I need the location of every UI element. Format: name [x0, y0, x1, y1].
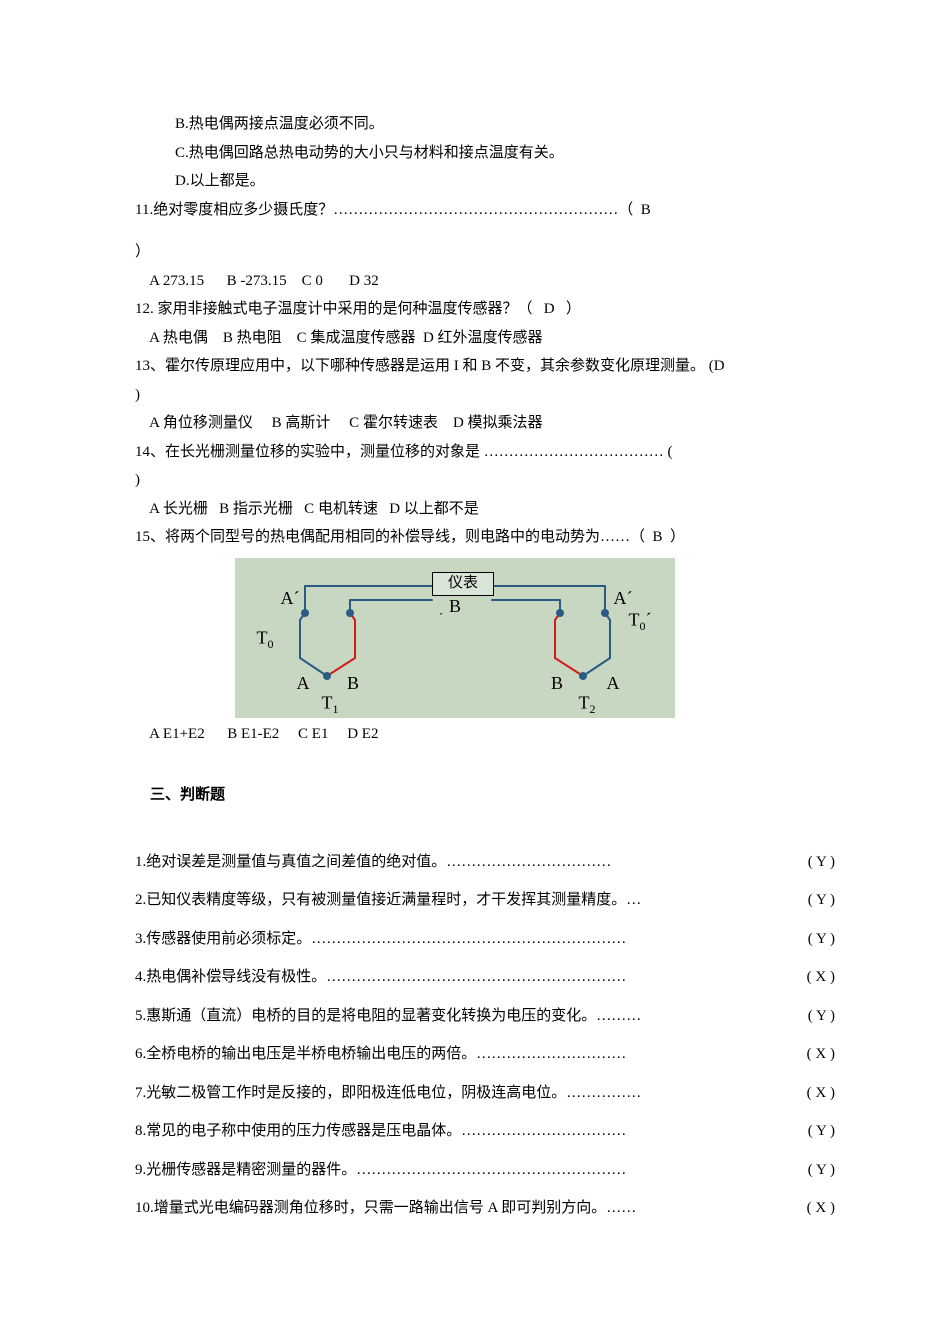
tf-dots: ……………………………………………………: [326, 963, 806, 992]
tf-row-2: 2.已知仪表精度等级，只有被测量值接近满量程时，才干发挥其测量精度。…( Y ): [135, 886, 835, 915]
tf-text: 7.光敏二极管工作时是反接的，即阳极连低电位，阴极连高电位。: [135, 1079, 566, 1108]
q13-stem: 13、霍尔传原理应用中，以下哪种传感器是运用 I 和 B 不变，其余参数变化原理…: [135, 352, 835, 381]
tf-row-5: 5.惠斯通（直流）电桥的目的是将电阻的显著变化转换为电压的变化。………( Y ): [135, 1002, 835, 1031]
tf-text: 10.增量式光电编码器测角位移时，只需一路输出信号 A 即可判别方向。: [135, 1194, 606, 1223]
diagram-label: ´: [439, 606, 444, 633]
tf-row-3: 3.传感器使用前必须标定。………………………………………………………( Y ): [135, 925, 835, 954]
tf-dots: ………: [596, 1002, 808, 1031]
tf-text: 2.已知仪表精度等级，只有被测量值接近满量程时，才干发挥其测量精度。: [135, 886, 626, 915]
tf-dots: …………………………: [476, 1040, 806, 1069]
tf-answer: ( Y ): [808, 886, 835, 915]
q15-options: A E1+E2 B E1-E2 C E1 D E2: [135, 720, 835, 749]
q14-stem: 14、在长光栅测量位移的实验中，测量位移的对象是 ……………………………… (: [135, 438, 835, 467]
tf-dots: ……: [606, 1194, 806, 1223]
q13-stem-tail: ): [135, 381, 835, 410]
tf-text: 5.惠斯通（直流）电桥的目的是将电阻的显著变化转换为电压的变化。: [135, 1002, 596, 1031]
q12-stem: 12. 家用非接触式电子温度计中采用的是何种温度传感器？（ D ）: [135, 295, 835, 324]
tf-answer: ( X ): [807, 1079, 835, 1108]
circuit-node: [556, 609, 564, 617]
meter-box: 仪表: [432, 572, 494, 596]
q15-stem: 15、将两个同型号的热电偶配用相同的补偿导线，则电路中的电动势为……（ B ）: [135, 523, 835, 552]
q11-options: A 273.15 B -273.15 C 0 D 32: [135, 267, 835, 296]
circuit-node: [301, 609, 309, 617]
true-false-block: 1.绝对误差是测量值与真值之间差值的绝对值。……………………………( Y )2.…: [135, 848, 835, 1223]
diagram-label: B: [449, 588, 461, 622]
tf-dots: ………………………………………………………: [311, 925, 808, 954]
q12-options: A 热电偶 B 热电阻 C 集成温度传感器 D 红外温度传感器: [135, 324, 835, 353]
q14-stem-tail: ): [135, 466, 835, 495]
q14-options: A 长光栅 B 指示光栅 C 电机转速 D 以上都不是: [135, 495, 835, 524]
tf-row-8: 8.常见的电子称中使用的压力传感器是压电晶体。……………………………( Y ): [135, 1117, 835, 1146]
exam-page: B.热电偶两接点温度必须不同。 C.热电偶回路总热电动势的大小只与材料和接点温度…: [0, 0, 950, 1344]
tf-row-1: 1.绝对误差是测量值与真值之间差值的绝对值。……………………………( Y ): [135, 848, 835, 877]
diagram-label: T2: [579, 685, 596, 720]
tf-text: 3.传感器使用前必须标定。: [135, 925, 311, 954]
tf-answer: ( X ): [807, 1194, 835, 1223]
q11-stem-tail: ）: [135, 238, 835, 267]
circuit-node: [323, 672, 331, 680]
tf-answer: ( X ): [807, 1040, 835, 1069]
diagram-label: A: [607, 665, 620, 699]
tf-text: 8.常见的电子称中使用的压力传感器是压电晶体。: [135, 1117, 461, 1146]
diagram-label: T1: [322, 685, 339, 720]
tf-row-9: 9.光栅传感器是精密测量的器件。………………………………………………( Y ): [135, 1156, 835, 1185]
tf-text: 6.全桥电桥的输出电压是半桥电桥输出电压的两倍。: [135, 1040, 476, 1069]
tf-text: 9.光栅传感器是精密测量的器件。: [135, 1156, 356, 1185]
tf-dots: …: [626, 886, 808, 915]
thermocouple-diagram: 仪表A´A´B´T0T0´ABBAT1T2: [235, 558, 835, 718]
diagram-label: A: [297, 665, 310, 699]
diagram-label: B: [551, 665, 563, 699]
tf-answer: ( Y ): [808, 925, 835, 954]
circuit-node: [601, 609, 609, 617]
circuit-node: [579, 672, 587, 680]
q10-option-b: B.热电偶两接点温度必须不同。: [135, 110, 835, 139]
tf-answer: ( Y ): [808, 1156, 835, 1185]
diagram-label: T0: [257, 620, 274, 655]
tf-answer: ( Y ): [808, 848, 835, 877]
tf-dots: ………………………………………………: [356, 1156, 808, 1185]
circuit-node: [346, 609, 354, 617]
tf-text: 4.热电偶补偿导线没有极性。: [135, 963, 326, 992]
q11-stem: 11.绝对零度相应多少摄氏度？…………………………………………………（ B: [135, 196, 835, 225]
diagram-label: B: [347, 665, 359, 699]
tf-dots: ……………: [566, 1079, 806, 1108]
tf-dots: ……………………………: [446, 848, 808, 877]
tf-row-6: 6.全桥电桥的输出电压是半桥电桥输出电压的两倍。…………………………( X ): [135, 1040, 835, 1069]
q10-option-c: C.热电偶回路总热电动势的大小只与材料和接点温度有关。: [135, 139, 835, 168]
tf-dots: ……………………………: [461, 1117, 808, 1146]
tf-row-7: 7.光敏二极管工作时是反接的，即阳极连低电位，阴极连高电位。……………( X ): [135, 1079, 835, 1108]
section-3-title: 三、判断题: [135, 752, 835, 838]
q10-option-d: D.以上都是。: [135, 167, 835, 196]
tf-answer: ( Y ): [808, 1117, 835, 1146]
tf-answer: ( Y ): [808, 1002, 835, 1031]
q13-options: A 角位移测量仪 B 高斯计 C 霍尔转速表 D 模拟乘法器: [135, 409, 835, 438]
diagram-label: T0´: [629, 602, 652, 637]
tf-row-10: 10.增量式光电编码器测角位移时，只需一路输出信号 A 即可判别方向。 ……( …: [135, 1194, 835, 1223]
tf-text: 1.绝对误差是测量值与真值之间差值的绝对值。: [135, 848, 446, 877]
diagram-label: A´: [281, 580, 300, 614]
section-3-text: 三、判断题: [150, 787, 225, 803]
tf-answer: ( X ): [807, 963, 835, 992]
tf-row-4: 4.热电偶补偿导线没有极性。……………………………………………………( X ): [135, 963, 835, 992]
